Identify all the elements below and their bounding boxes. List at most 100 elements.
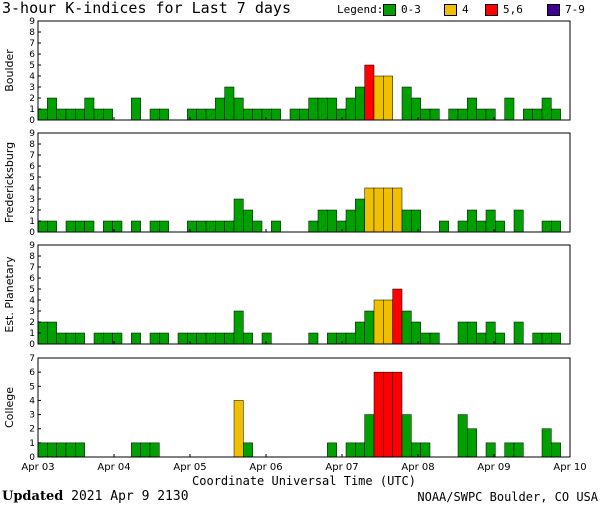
y-tick-label: 4	[29, 396, 35, 406]
y-tick-label: 7	[29, 263, 35, 273]
k-index-bar	[159, 108, 169, 121]
y-tick-label: 1	[29, 217, 35, 227]
k-index-bar	[513, 321, 524, 345]
legend-text-5-6: 5,6	[503, 3, 523, 16]
k-index-bar	[308, 220, 319, 233]
k-index-bar	[373, 187, 384, 233]
k-index-bar	[84, 220, 95, 233]
k-index-bar	[47, 97, 57, 121]
x-tick-label: Apr 05	[173, 462, 206, 473]
footer-updated: Updated 2021 Apr 9 2130	[2, 489, 189, 504]
y-tick-label: 7	[29, 39, 35, 49]
k-index-bar	[224, 332, 235, 345]
k-index-bar	[513, 442, 524, 458]
k-index-bar	[233, 198, 244, 233]
legend-swatch-red	[485, 4, 498, 16]
k-index-bar	[476, 108, 487, 121]
k-index-bar	[504, 97, 515, 121]
panel-frame	[37, 244, 571, 345]
k-index-bar	[476, 332, 487, 345]
y-tick-label: 1	[29, 105, 35, 115]
k-index-bar	[233, 400, 244, 458]
k-index-bar	[196, 108, 207, 121]
panel-frame	[37, 132, 571, 233]
k-index-bar	[65, 332, 76, 345]
k-index-bar	[373, 371, 384, 458]
y-tick-label: 4	[29, 72, 35, 82]
k-index-bar	[308, 332, 319, 345]
k-index-bar	[47, 442, 57, 458]
k-index-bar	[93, 108, 104, 121]
y-tick-label: 2	[29, 318, 35, 328]
y-tick-label: 3	[29, 411, 35, 421]
k-index-bar	[551, 108, 561, 121]
k-index-bar	[196, 220, 207, 233]
y-tick-label: 6	[29, 274, 35, 284]
y-tick-label: 3	[29, 307, 35, 317]
station-label: Est. Planetary	[3, 256, 16, 333]
k-index-bar	[215, 332, 225, 345]
k-index-bar	[75, 442, 85, 458]
y-tick-label: 6	[29, 162, 35, 172]
y-tick-label: 9	[29, 241, 35, 251]
k-index-bar	[383, 299, 393, 345]
k-index-bar	[401, 414, 412, 458]
y-tick-label: 8	[29, 28, 35, 38]
k-index-bar	[383, 75, 393, 121]
k-index-bar	[159, 332, 169, 345]
k-index-bar	[187, 108, 197, 121]
y-tick-label: 0	[29, 340, 35, 350]
k-index-bar	[345, 97, 356, 121]
k-index-bar	[252, 108, 263, 121]
k-index-bar	[345, 209, 356, 233]
k-index-bar	[37, 108, 48, 121]
k-index-bar	[504, 442, 515, 458]
k-index-bar	[551, 332, 561, 345]
y-tick-label: 5	[29, 61, 35, 71]
k-index-bar	[467, 97, 477, 121]
footer-source: NOAA/SWPC Boulder, CO USA	[417, 490, 598, 504]
y-tick-label: 2	[29, 94, 35, 104]
k-index-bar	[420, 108, 431, 121]
k-index-bar	[289, 108, 300, 121]
k-index-bar	[336, 108, 347, 121]
k-index-bar	[243, 442, 253, 458]
k-index-bar	[364, 187, 375, 233]
y-tick-label: 6	[29, 368, 35, 378]
panel-3: 0 1 2 3 4 5 6 7 College	[3, 354, 571, 463]
k-index-bar	[327, 442, 337, 458]
k-index-bar	[401, 86, 412, 121]
k-index-bar	[467, 428, 477, 458]
k-index-bar	[75, 332, 85, 345]
y-tick-label: 0	[29, 228, 35, 238]
k-index-bar	[495, 332, 505, 345]
y-tick-label: 6	[29, 50, 35, 60]
k-index-bar	[243, 209, 253, 233]
k-index-bar	[495, 220, 505, 233]
k-index-bar	[513, 209, 524, 233]
k-index-bar	[103, 332, 113, 345]
legend-text-0-3: 0-3	[401, 3, 421, 16]
k-index-bar	[299, 108, 309, 121]
k-index-bar	[327, 332, 337, 345]
y-tick-label: 0	[29, 453, 35, 463]
y-tick-label: 7	[29, 354, 35, 364]
k-index-bar	[243, 332, 253, 345]
k-index-bar	[541, 97, 552, 121]
k-index-bar	[373, 299, 384, 345]
legend-swatch-green	[383, 4, 396, 16]
k-index-bar	[65, 442, 76, 458]
y-tick-label: 5	[29, 285, 35, 295]
k-index-bar	[149, 220, 160, 233]
panel-frame	[37, 20, 571, 121]
k-index-bar	[532, 108, 543, 121]
k-index-bar	[383, 371, 393, 458]
k-index-bar	[541, 428, 552, 458]
x-tick-label: Apr 03	[21, 462, 54, 473]
panel-frame	[37, 357, 571, 458]
k-index-bar	[327, 209, 337, 233]
y-tick-label: 3	[29, 83, 35, 93]
k-index-bar	[392, 288, 403, 345]
y-tick-label: 7	[29, 151, 35, 161]
